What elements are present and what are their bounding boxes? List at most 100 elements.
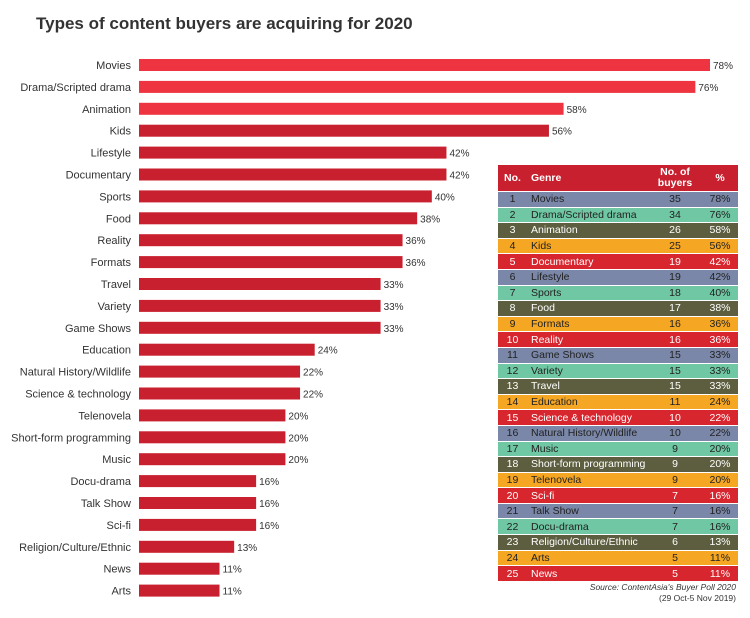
cell-no: 6 xyxy=(498,269,527,286)
cell-buyers: 35 xyxy=(648,191,702,208)
cell-genre: Game Shows xyxy=(527,347,648,364)
cell-pct: 76% xyxy=(702,207,738,224)
cell-no: 21 xyxy=(498,503,527,520)
category-label: Kids xyxy=(110,126,132,138)
table-row: 6 Lifestyle 19 42% xyxy=(498,269,738,286)
cell-pct: 13% xyxy=(702,534,738,551)
bar xyxy=(139,409,286,422)
bar xyxy=(139,168,447,181)
table-row: 8 Food 17 38% xyxy=(498,300,738,317)
cell-buyers: 6 xyxy=(648,534,702,551)
bar xyxy=(139,278,381,290)
value-label: 42% xyxy=(449,171,469,182)
cell-genre: Documentary xyxy=(527,253,648,270)
value-label: 33% xyxy=(384,302,404,313)
cell-genre: Talk Show xyxy=(527,503,648,520)
bar xyxy=(139,80,696,93)
table-row: 12 Variety 15 33% xyxy=(498,363,738,380)
cell-no: 2 xyxy=(498,207,527,224)
cell-pct: 33% xyxy=(702,363,738,380)
category-label: Short-form programming xyxy=(11,432,131,444)
table-row: 25 News 5 11% xyxy=(498,565,738,582)
cell-buyers: 10 xyxy=(648,425,702,442)
cell-pct: 40% xyxy=(702,285,738,302)
cell-genre: Food xyxy=(527,300,648,317)
bar xyxy=(139,475,257,488)
category-label: Religion/Culture/Ethnic xyxy=(19,542,131,554)
category-label: Food xyxy=(106,213,131,225)
value-label: 36% xyxy=(406,236,426,247)
cell-genre: Variety xyxy=(527,363,648,380)
cell-genre: Sports xyxy=(527,285,648,302)
value-label: 76% xyxy=(698,83,718,94)
table-row: 23 Religion/Culture/Ethnic 6 13% xyxy=(498,534,738,551)
cell-no: 15 xyxy=(498,409,527,426)
cell-buyers: 19 xyxy=(648,253,702,270)
cell-pct: 24% xyxy=(702,394,738,411)
header-buyers-line1: No. of xyxy=(660,166,690,178)
value-label: 36% xyxy=(406,258,426,269)
table-row: 14 Education 11 24% xyxy=(498,394,738,411)
value-label: 16% xyxy=(259,477,279,488)
value-label: 22% xyxy=(303,390,323,401)
cell-buyers: 7 xyxy=(648,518,702,536)
cell-no: 25 xyxy=(498,565,527,582)
cell-pct: 16% xyxy=(702,518,738,536)
cell-no: 1 xyxy=(498,191,527,208)
bar xyxy=(139,146,447,159)
category-label: Docu-drama xyxy=(70,476,131,488)
bar xyxy=(139,540,235,553)
cell-no: 24 xyxy=(498,550,527,567)
table-row: 11 Game Shows 15 33% xyxy=(498,347,738,364)
cell-buyers: 5 xyxy=(648,550,702,567)
value-label: 42% xyxy=(449,149,469,160)
table-header-row: No. Genre No. of buyers % xyxy=(498,165,738,192)
cell-no: 19 xyxy=(498,472,527,489)
bar xyxy=(139,562,220,575)
genre-table-grid: No. Genre No. of buyers % 1 Movies 35 78% 2 D… xyxy=(498,165,738,582)
cell-buyers: 9 xyxy=(648,456,702,473)
value-label: 58% xyxy=(567,105,587,116)
value-label: 13% xyxy=(237,543,257,554)
cell-genre: Telenovela xyxy=(527,472,648,489)
cell-no: 7 xyxy=(498,285,527,302)
value-label: 16% xyxy=(259,521,279,532)
cell-pct: 42% xyxy=(702,253,738,270)
bar xyxy=(139,387,301,400)
category-label: Drama/Scripted drama xyxy=(20,82,132,94)
value-label: 40% xyxy=(435,192,455,203)
cell-pct: 36% xyxy=(702,331,738,348)
cell-genre: Drama/Scripted drama xyxy=(527,207,648,224)
cell-buyers: 19 xyxy=(648,269,702,286)
cell-genre: Arts xyxy=(527,550,648,567)
cell-genre: Animation xyxy=(527,222,648,239)
table-row: 2 Drama/Scripted drama 34 76% xyxy=(498,207,738,224)
cell-pct: 33% xyxy=(702,378,738,395)
table-row: 16 Natural History/Wildlife 10 22% xyxy=(498,425,738,442)
cell-pct: 11% xyxy=(702,565,738,582)
category-label: Formats xyxy=(91,257,132,269)
header-buyers-line2: buyers xyxy=(657,177,693,189)
cell-pct: 42% xyxy=(702,269,738,286)
cell-buyers: 15 xyxy=(648,378,702,395)
bar xyxy=(139,102,564,115)
header-pct: % xyxy=(702,165,738,192)
cell-pct: 58% xyxy=(702,222,738,239)
cell-genre: Education xyxy=(527,394,648,411)
cell-buyers: 16 xyxy=(648,316,702,333)
table-row: 22 Docu-drama 7 16% xyxy=(498,518,738,536)
cell-no: 5 xyxy=(498,253,527,270)
value-label: 56% xyxy=(552,127,572,138)
bar xyxy=(139,299,381,312)
cell-genre: Reality xyxy=(527,331,648,348)
category-label: Documentary xyxy=(66,170,132,182)
bar xyxy=(139,497,257,509)
cell-buyers: 17 xyxy=(648,300,702,317)
cell-buyers: 15 xyxy=(648,347,702,364)
cell-genre: Religion/Culture/Ethnic xyxy=(527,534,648,551)
cell-genre: Movies xyxy=(527,191,648,208)
cell-pct: 20% xyxy=(702,472,738,489)
table-row: 18 Short-form programming 9 20% xyxy=(498,456,738,473)
cell-no: 23 xyxy=(498,534,527,551)
cell-genre: Kids xyxy=(527,238,648,255)
